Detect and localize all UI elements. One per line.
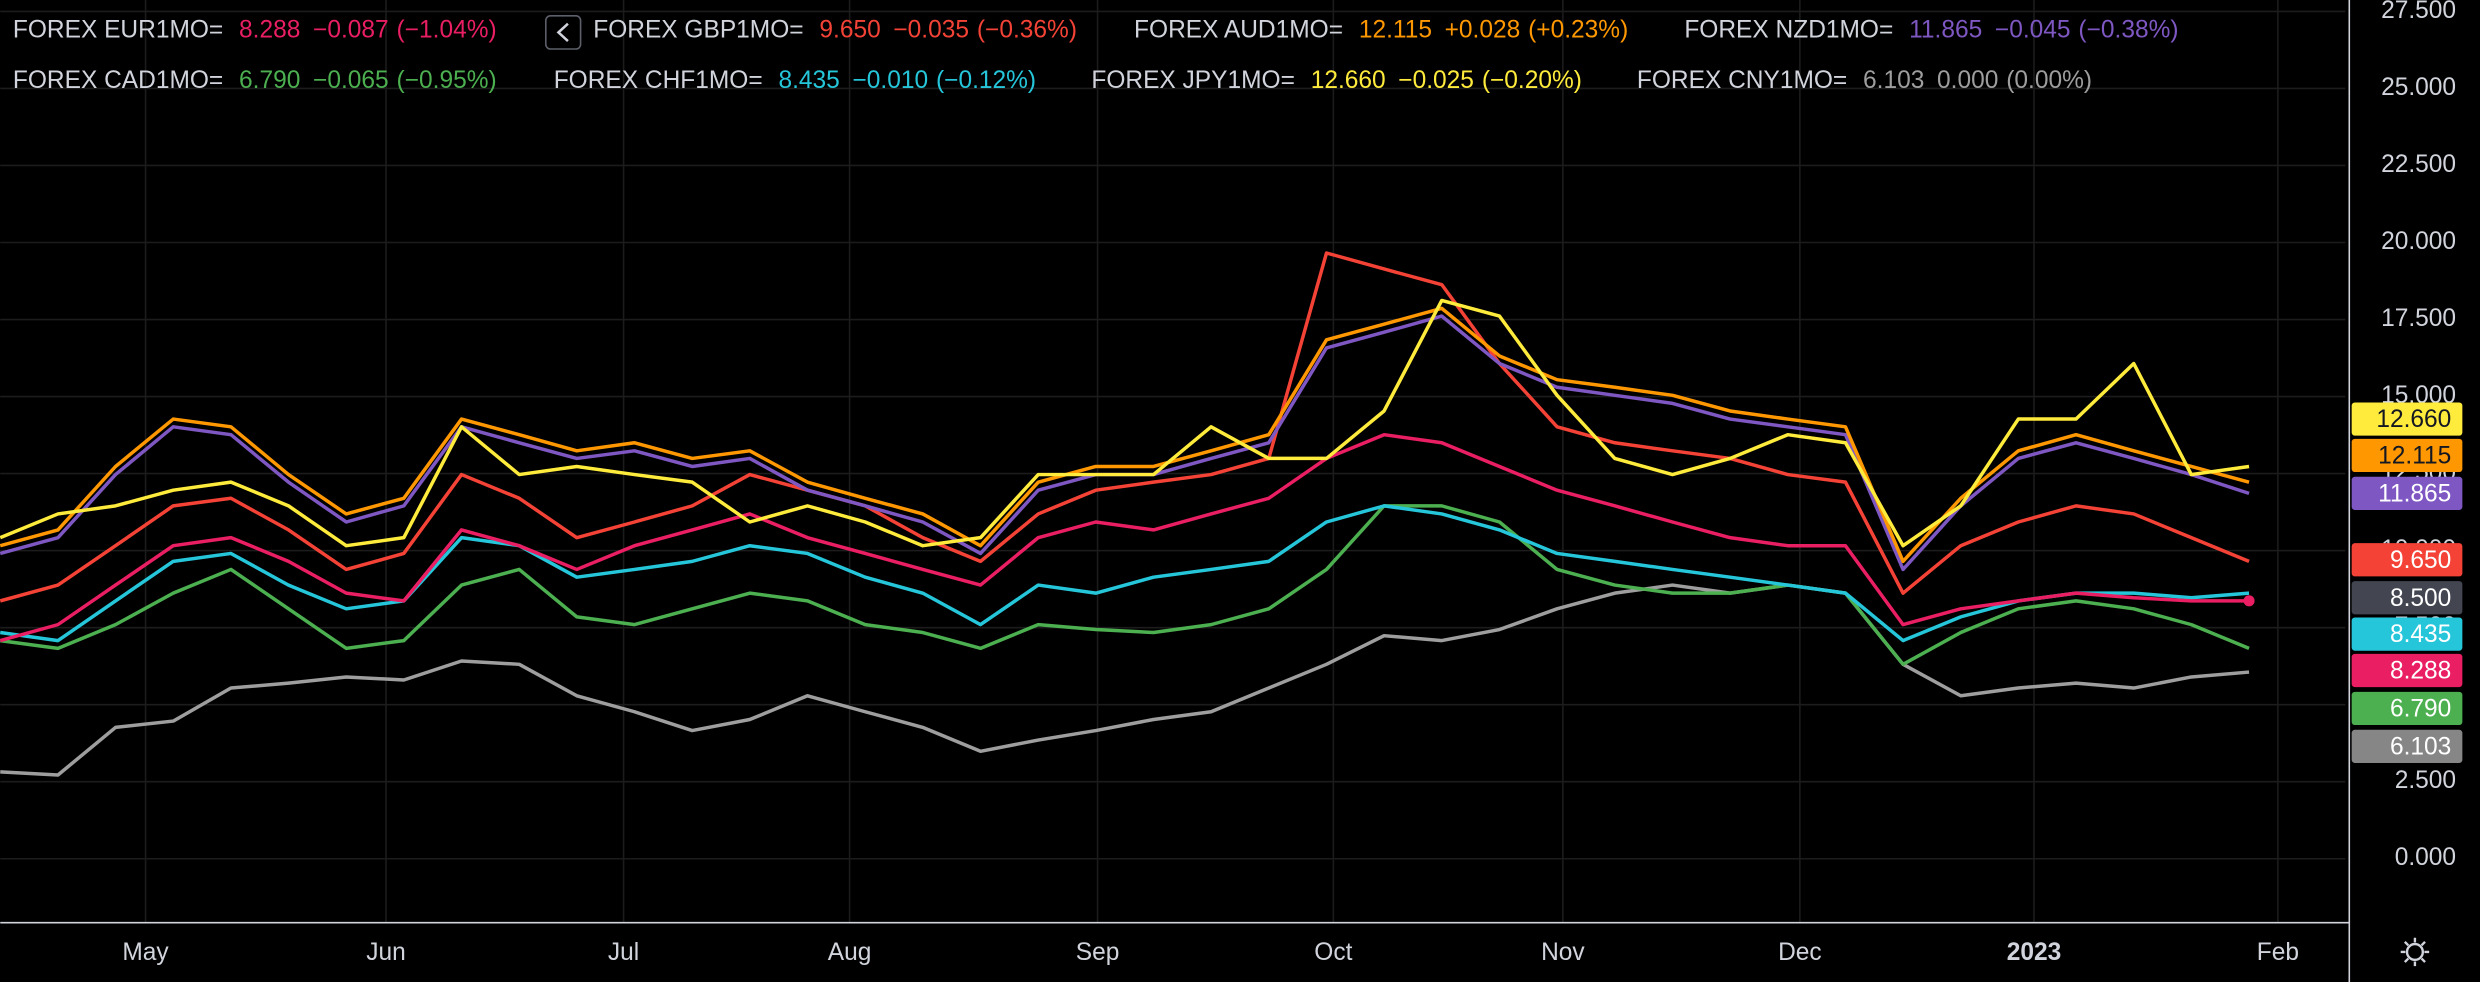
legend-name: FOREX AUD1MO= (1134, 17, 1343, 44)
legend-change: 0.000 (1937, 68, 1998, 95)
legend-change-pct: (−0.12%) (936, 68, 1036, 95)
y-tick-label: 17.500 (2381, 305, 2456, 332)
legend-entry: FOREX JPY1MO= 12.660 −0.025 (−0.20%) (1091, 68, 1582, 95)
legend-name: FOREX GBP1MO= (593, 17, 803, 44)
legend-name: FOREX CNY1MO= (1637, 68, 1847, 95)
legend-last: 8.435 (778, 68, 839, 95)
legend-last: 12.115 (1359, 17, 1432, 44)
y-tick-label: 20.000 (2381, 228, 2456, 255)
legend-change-pct: (+0.23%) (1528, 17, 1628, 44)
legend-change-pct: (−0.36%) (977, 17, 1077, 44)
x-tick-label: May (122, 939, 169, 966)
legend-change-pct: (−0.95%) (397, 68, 497, 95)
legend-change: −0.065 (313, 68, 389, 95)
legend-name: FOREX JPY1MO= (1091, 68, 1295, 95)
settings-icon-rays (2400, 937, 2430, 967)
legend-name: FOREX CHF1MO= (554, 68, 763, 95)
price-badge-label: 6.790 (2390, 695, 2451, 722)
x-tick-label: Sep (1076, 939, 1120, 966)
x-tick-label: Feb (2257, 939, 2299, 966)
y-tick-label: 27.500 (2381, 0, 2456, 24)
collapse-button-box[interactable] (545, 15, 582, 50)
price-badge-label: 12.660 (2376, 406, 2451, 433)
legend-last: 9.650 (819, 17, 880, 44)
legend-change: −0.010 (852, 68, 928, 95)
price-badge-label: 6.103 (2390, 733, 2451, 760)
legend-entry: FOREX EUR1MO= 8.288 −0.087 (−1.04%) (13, 17, 497, 44)
series-line (0, 432, 2250, 643)
legend-change: +0.028 (1445, 17, 1521, 44)
x-tick-label: Oct (1314, 939, 1352, 966)
legend-name: FOREX NZD1MO= (1684, 17, 1893, 44)
legend: FOREX EUR1MO= 8.288 −0.087 (−1.04%) FOREX GB… (13, 17, 2179, 95)
legend-name: FOREX CAD1MO= (13, 68, 223, 95)
x-tick-label: Nov (1541, 939, 1585, 966)
collapse-button[interactable] (545, 15, 582, 50)
legend-change-pct: (−0.20%) (1482, 68, 1582, 95)
legend-last: 12.660 (1311, 68, 1386, 95)
legend-change: −0.025 (1398, 68, 1474, 95)
x-tick-label: Aug (828, 939, 872, 966)
price-badge (2351, 653, 2463, 688)
legend-last: 6.790 (239, 68, 300, 95)
price-badge (2351, 543, 2463, 577)
price-badge-label: 9.650 (2390, 547, 2451, 574)
price-badge (2351, 617, 2463, 651)
series-line (0, 298, 2250, 548)
price-badge-label: 11.865 (2378, 480, 2451, 507)
settings-icon (2405, 942, 2425, 962)
legend-last: 6.103 (1863, 68, 1924, 95)
series-line (0, 251, 2250, 603)
legend-name: FOREX EUR1MO= (13, 17, 223, 44)
legend-entry: FOREX NZD1MO= 11.865 −0.045 (−0.38%) (1684, 17, 2178, 44)
legend-entry: FOREX GBP1MO= 9.650 −0.035 (−0.36%) (593, 17, 1077, 44)
price-badge-label: 12.115 (2378, 442, 2451, 469)
series-line (0, 504, 2250, 667)
price-badge-label: 8.500 (2390, 585, 2451, 612)
price-badge (2351, 691, 2463, 726)
plot (0, 251, 2255, 777)
legend-change: −0.087 (313, 17, 389, 44)
legend-change: −0.035 (893, 17, 969, 44)
legend-change-pct: (−0.38%) (2078, 17, 2178, 44)
price-badge (2351, 438, 2463, 473)
grid (0, 0, 2346, 922)
price-badge-label: 8.435 (2390, 621, 2451, 648)
y-tick-label: 0.000 (2395, 844, 2456, 871)
price-badge (2351, 581, 2463, 615)
legend-last: 8.288 (239, 17, 300, 44)
price-badge-label: 8.288 (2390, 658, 2451, 685)
price-badge (2351, 476, 2463, 510)
legend-entry: FOREX CHF1MO= 8.435 −0.010 (−0.12%) (554, 68, 1036, 95)
legend-change-pct: (−1.04%) (397, 17, 497, 44)
price-badge (2351, 402, 2463, 436)
legend-entry: FOREX AUD1MO= 12.115 +0.028 (+0.23%) (1134, 17, 1628, 44)
x-tick-label: Jul (608, 939, 639, 966)
legend-entry: FOREX CAD1MO= 6.790 −0.065 (−0.95%) (13, 68, 497, 95)
x-tick-label: 2023 (2007, 939, 2062, 966)
y-tick-label: 22.500 (2381, 151, 2456, 178)
legend-change: −0.045 (1995, 17, 2071, 44)
price-badges: 12.660 12.115 11.865 9.650 8.500 8.435 8.288 6.… (2351, 402, 2463, 763)
y-tick-label: 25.000 (2381, 74, 2456, 101)
x-tick-label: Jun (366, 939, 406, 966)
series-line (0, 504, 2250, 643)
legend-change-pct: (0.00%) (2006, 68, 2092, 95)
price-badge (2351, 729, 2463, 763)
settings-button[interactable] (2400, 937, 2430, 967)
y-tick-label: 2.500 (2395, 767, 2456, 794)
legend-entry: FOREX CNY1MO= 6.103 0.000 (0.00%) (1637, 68, 2092, 95)
collapse-icon (556, 22, 569, 43)
series-end-dot (2243, 595, 2255, 607)
legend-last: 11.865 (1909, 17, 1982, 44)
x-tick-label: Dec (1778, 939, 1822, 966)
